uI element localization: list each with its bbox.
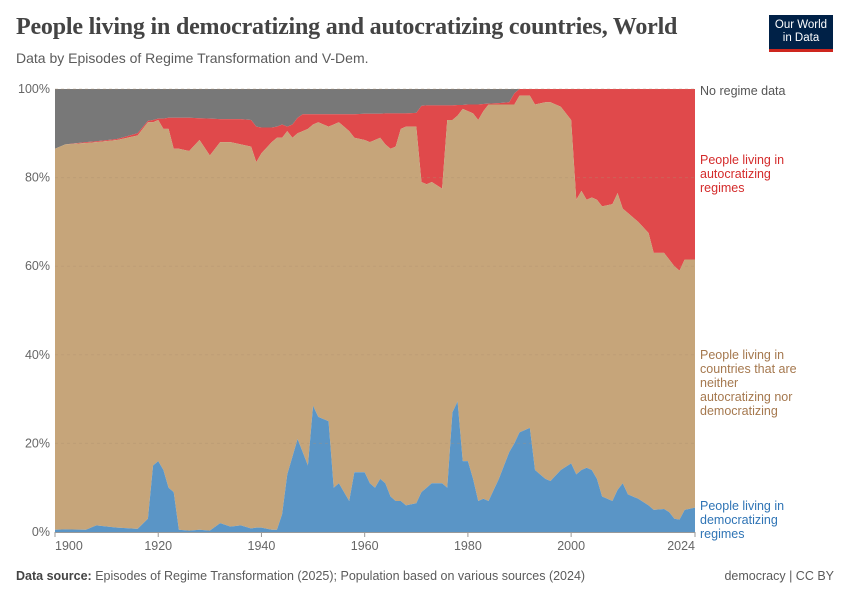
- owid-logo[interactable]: Our World in Data: [769, 15, 833, 52]
- area-autocratizing: [55, 89, 695, 271]
- area-neither: [55, 95, 695, 531]
- chart-subtitle: Data by Episodes of Regime Transformatio…: [16, 50, 369, 66]
- area-democratizing: [55, 401, 695, 532]
- series-label-democratizing: People living in democratizing regimes: [700, 499, 784, 541]
- source-note: Data source: Episodes of Regime Transfor…: [16, 569, 585, 583]
- license-text: democracy | CC BY: [724, 569, 834, 583]
- chart-title: People living in democratizing and autoc…: [16, 14, 678, 40]
- x-tick-label: 1920: [144, 539, 172, 553]
- x-tick-label: 1960: [351, 539, 379, 553]
- area-no-regime-data: [55, 89, 695, 149]
- x-tick-label: 1940: [248, 539, 276, 553]
- x-tick-label: 1980: [454, 539, 482, 553]
- x-tick-label: 1900: [55, 539, 83, 553]
- series-label-no-data: No regime data: [700, 84, 786, 98]
- y-tick-label: 100%: [18, 82, 50, 96]
- y-tick-label: 0%: [32, 525, 50, 539]
- source-text: Episodes of Regime Transformation (2025)…: [95, 569, 586, 583]
- series-label-autocratizing: People living in autocratizing regimes: [700, 153, 784, 195]
- y-tick-label: 60%: [25, 259, 50, 273]
- y-tick-label: 20%: [25, 436, 50, 450]
- y-tick-label: 40%: [25, 348, 50, 362]
- source-label: Data source:: [16, 569, 92, 583]
- y-tick-label: 80%: [25, 171, 50, 185]
- x-tick-label: 2000: [557, 539, 585, 553]
- x-tick-label: 2024: [667, 539, 695, 553]
- series-label-neither: People living in countries that are neithe…: [700, 348, 797, 418]
